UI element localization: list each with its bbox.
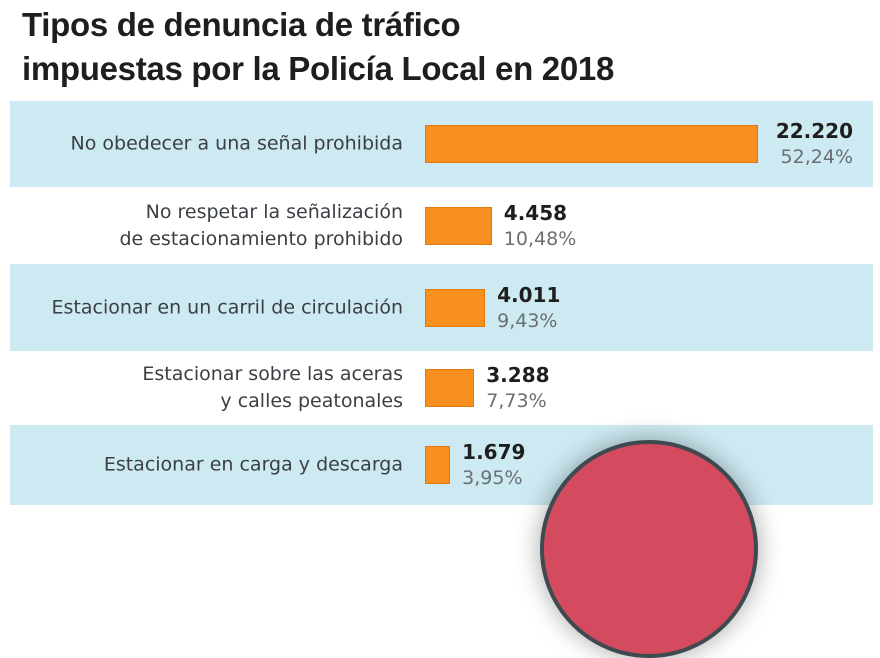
chart-row: Estacionar sobre las aceras y calles peat… bbox=[10, 351, 873, 425]
value-labels: 4.011 9,43% bbox=[497, 282, 560, 334]
category-label: Estacionar sobre las aceras y calles peat… bbox=[142, 361, 403, 415]
chart-row: No respetar la señalización de estacionam… bbox=[10, 187, 873, 264]
value-label: 1.679 bbox=[462, 440, 526, 464]
chart-row: Estacionar en un carril de circulación 4.… bbox=[10, 264, 873, 351]
value-labels: 3.288 7,73% bbox=[486, 362, 549, 414]
chart-row: Estacionar en carga y descarga 1.679 3,95% bbox=[10, 425, 873, 505]
bar bbox=[425, 125, 758, 163]
category-label: Estacionar en carga y descarga bbox=[104, 452, 403, 479]
category-label: Estacionar en un carril de circulación bbox=[52, 294, 403, 321]
value-labels: 1.679 3,95% bbox=[462, 439, 525, 491]
category-label-line: Estacionar sobre las aceras bbox=[142, 363, 403, 385]
chart-row: No obedecer a una señal prohibida 22.220 5… bbox=[10, 101, 873, 187]
bar bbox=[425, 446, 451, 484]
category-label: No respetar la señalización de estacionam… bbox=[119, 199, 403, 253]
percent-label: 3,95% bbox=[462, 467, 523, 489]
category-label: No obedecer a una señal prohibida bbox=[71, 131, 403, 158]
category-label-line: Estacionar en carga y descarga bbox=[103, 453, 403, 476]
bar bbox=[425, 288, 486, 327]
category-label-line: de estacionamiento prohibido bbox=[119, 227, 403, 250]
category-label-line: y calles peatonales bbox=[220, 390, 403, 412]
category-label-line: No obedecer a una señal prohibida bbox=[70, 132, 403, 155]
percent-label: 7,73% bbox=[486, 390, 547, 412]
value-label: 4.011 bbox=[497, 282, 561, 307]
percent-label: 52,24% bbox=[780, 146, 853, 168]
value-label: 22.220 bbox=[775, 119, 853, 143]
percent-label: 10,48% bbox=[503, 227, 577, 250]
category-label-line: No respetar la señalización bbox=[145, 200, 403, 223]
value-labels: 22.220 52,24% bbox=[776, 118, 853, 170]
percent-label: 9,43% bbox=[497, 309, 558, 332]
value-label: 4.458 bbox=[503, 200, 568, 225]
decorative-red-circle bbox=[540, 440, 758, 658]
value-labels: 4.458 10,48% bbox=[504, 200, 576, 252]
value-label: 3.288 bbox=[486, 363, 550, 387]
chart-title-line-2: impuestas por la Policía Local en 2018 bbox=[22, 50, 615, 87]
chart-title-line-1: Tipos de denuncia de tráfico bbox=[22, 6, 461, 43]
bar bbox=[425, 369, 475, 407]
category-label-line: Estacionar en un carril de circulación bbox=[51, 296, 403, 318]
bar bbox=[425, 206, 492, 245]
